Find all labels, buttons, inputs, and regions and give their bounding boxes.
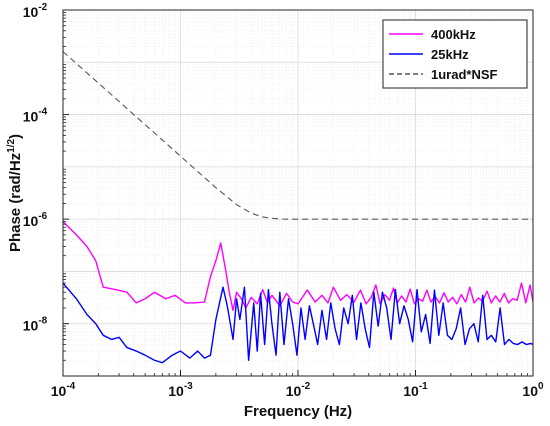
legend-label: 400kHz — [431, 27, 476, 42]
y-tick-exponent: -6 — [38, 211, 47, 222]
x-tick-exponent: -2 — [301, 381, 310, 392]
y-tick-base: 10 — [23, 318, 39, 334]
series-layer — [62, 51, 534, 364]
x-tick-base: 10 — [522, 383, 538, 399]
x-tick-exponent: -1 — [419, 381, 428, 392]
x-tick-base: 10 — [286, 383, 302, 399]
y-tick-base: 10 — [23, 4, 39, 20]
series-line-1urad-nsf — [62, 51, 533, 220]
x-tick-label: 100 — [522, 381, 544, 399]
x-tick-exponent: -3 — [184, 381, 193, 392]
y-axis-label-close: ) — [7, 134, 24, 139]
series-line-400khz — [62, 221, 534, 312]
x-tick-base: 10 — [403, 383, 419, 399]
y-axis-label: Phase (rad/Hz1/2) — [6, 134, 24, 252]
x-axis-label: Frequency (Hz) — [244, 403, 352, 420]
x-tick-base: 10 — [168, 383, 184, 399]
y-axis-label-main: Phase (rad/Hz — [7, 153, 24, 252]
legend-label: 25kHz — [431, 47, 469, 62]
x-tick-exponent: -4 — [66, 381, 75, 392]
y-tick-base: 10 — [23, 213, 39, 229]
x-tick-exponent: 0 — [538, 381, 544, 392]
y-tick-label: 10-8 — [23, 316, 48, 334]
y-tick-base: 10 — [23, 109, 39, 125]
legend-label: 1urad*NSF — [431, 67, 498, 82]
y-tick-exponent: -8 — [38, 316, 47, 327]
label-layer: Frequency (Hz) Phase (rad/Hz1/2) — [6, 134, 352, 420]
series-line-25khz — [62, 282, 534, 364]
y-tick-label: 10-6 — [23, 211, 48, 229]
y-tick-exponent: -2 — [38, 2, 47, 13]
y-tick-exponent: -4 — [38, 107, 47, 118]
legend: 400kHz 25kHz 1urad*NSF — [382, 19, 528, 89]
x-tick-label: 10-4 — [51, 381, 76, 399]
x-tick-label: 10-3 — [168, 381, 193, 399]
y-axis-label-exponent: 1/2 — [6, 139, 17, 153]
x-tick-base: 10 — [51, 383, 67, 399]
x-tick-label: 10-2 — [286, 381, 311, 399]
y-tick-label: 10-2 — [23, 2, 48, 20]
y-tick-label: 10-4 — [23, 107, 48, 125]
x-tick-label: 10-1 — [403, 381, 428, 399]
